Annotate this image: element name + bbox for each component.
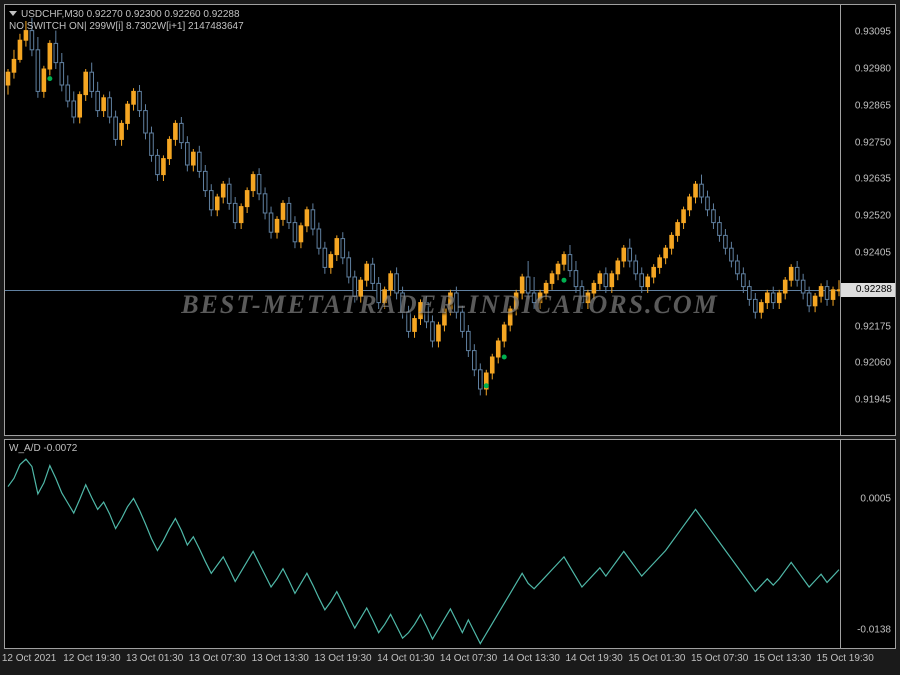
current-price-tag: 0.92288 xyxy=(841,283,895,297)
main-candlestick-chart[interactable]: USDCHF,M30 0.92270 0.92300 0.92260 0.922… xyxy=(4,4,896,436)
x-tick-label: 13 Oct 01:30 xyxy=(126,653,183,664)
dropdown-icon[interactable] xyxy=(9,11,17,16)
x-tick-label: 12 Oct 2021 xyxy=(2,653,56,664)
y-tick-label: 0.92750 xyxy=(855,137,891,148)
indicator-chart-area[interactable] xyxy=(5,440,840,648)
main-y-axis: 0.93095 0.92980 0.92865 0.92750 0.92635 0.925… xyxy=(840,5,895,435)
indicator-info-label: NO SWITCH ON| 299W[i] 8.7302W[i+1] 21474… xyxy=(9,21,244,32)
x-tick-label: 13 Oct 07:30 xyxy=(189,653,246,664)
indicator-label: W_A/D -0.0072 xyxy=(9,443,77,454)
y-tick-label: 0.92520 xyxy=(855,211,891,222)
x-tick-label: 15 Oct 01:30 xyxy=(628,653,685,664)
x-tick-label: 15 Oct 13:30 xyxy=(754,653,811,664)
symbol-ohlc-label: USDCHF,M30 0.92270 0.92300 0.92260 0.922… xyxy=(21,9,240,20)
candlestick-svg xyxy=(5,5,842,437)
y-tick-label: 0.92175 xyxy=(855,321,891,332)
x-tick-label: 14 Oct 07:30 xyxy=(440,653,497,664)
y-tick-label: 0.91945 xyxy=(855,395,891,406)
y-tick-label: 0.92635 xyxy=(855,174,891,185)
y-tick-label: -0.0138 xyxy=(857,624,891,635)
y-tick-label: 0.92980 xyxy=(855,64,891,75)
x-tick-label: 13 Oct 19:30 xyxy=(314,653,371,664)
time-x-axis: 12 Oct 2021 12 Oct 19:30 13 Oct 01:30 13 Oc… xyxy=(4,649,896,671)
y-tick-label: 0.93095 xyxy=(855,27,891,38)
x-tick-label: 12 Oct 19:30 xyxy=(63,653,120,664)
x-tick-label: 14 Oct 13:30 xyxy=(503,653,560,664)
x-tick-label: 14 Oct 01:30 xyxy=(377,653,434,664)
y-tick-label: 0.92865 xyxy=(855,100,891,111)
indicator-svg xyxy=(5,440,842,650)
main-chart-area[interactable] xyxy=(5,5,840,435)
x-tick-label: 15 Oct 19:30 xyxy=(817,653,874,664)
y-tick-label: 0.92060 xyxy=(855,358,891,369)
x-tick-label: 13 Oct 13:30 xyxy=(252,653,309,664)
indicator-y-axis: 0.0005 -0.0138 xyxy=(840,440,895,648)
y-tick-label: 0.0005 xyxy=(860,494,891,505)
watermark-text: BEST-METATRADER-INDICATORS.COM xyxy=(181,290,719,320)
x-tick-label: 14 Oct 19:30 xyxy=(565,653,622,664)
indicator-line-chart[interactable]: W_A/D -0.0072 0.0005 -0.0138 xyxy=(4,439,896,649)
x-tick-label: 15 Oct 07:30 xyxy=(691,653,748,664)
y-tick-label: 0.92405 xyxy=(855,248,891,259)
